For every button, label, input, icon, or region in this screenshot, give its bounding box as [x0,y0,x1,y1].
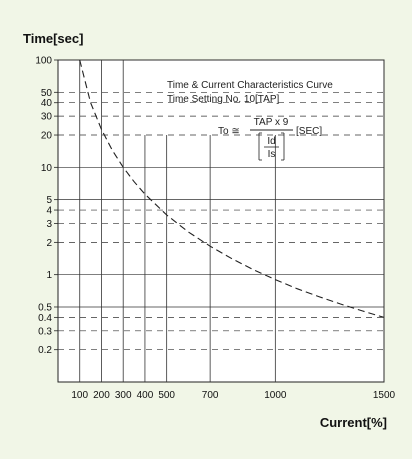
y-tick-label: 3 [46,219,52,230]
y-tick-label: 100 [35,56,52,67]
formula-unit: [SEC] [296,126,322,137]
y-tick-label: 0.4 [38,313,52,324]
y-tick-label: 5 [46,195,52,206]
plot-area [57,59,385,383]
formula-lhs: To ≅ [218,126,240,137]
chart-title: Time & Current Characteristics Curve [167,80,333,91]
x-tick-label: 300 [115,390,132,401]
y-tick-label: 40 [41,98,53,109]
x-tick-label: 700 [202,390,219,401]
y-tick-label: 50 [41,88,53,99]
x-tick-label: 1500 [373,390,396,401]
x-tick-label: 1000 [264,390,287,401]
y-tick-label: 2 [46,238,52,249]
y-tick-label: 4 [46,206,52,217]
x-tick-label: 400 [137,390,154,401]
y-tick-label: 20 [41,131,53,142]
formula-inner-denominator: Is [268,149,276,160]
y-tick-label: 0.2 [38,345,52,356]
y-tick-label: 0.5 [38,302,52,313]
grid-lines [58,59,385,382]
formula: To ≅ TAP x 9 Id Is [SEC] [218,117,322,161]
x-axis-label: Current[%] [320,415,387,430]
characteristic-curve [79,59,385,318]
y-tick-label: 30 [41,112,53,123]
formula-numerator: TAP x 9 [254,117,289,128]
y-tick-label: 10 [41,163,53,174]
series-layer [79,59,385,318]
x-tick-label: 500 [158,390,175,401]
formula-inner-numerator: Id [267,136,275,147]
y-axis-label: Time[sec] [23,31,83,46]
y-tick-label: 0.3 [38,326,52,337]
x-tick-label: 200 [93,390,110,401]
chart-subtitle: Time Setting No. 10[TAP] [167,94,279,105]
x-tick-label: 100 [71,390,88,401]
y-tick-label: 1 [46,270,52,281]
